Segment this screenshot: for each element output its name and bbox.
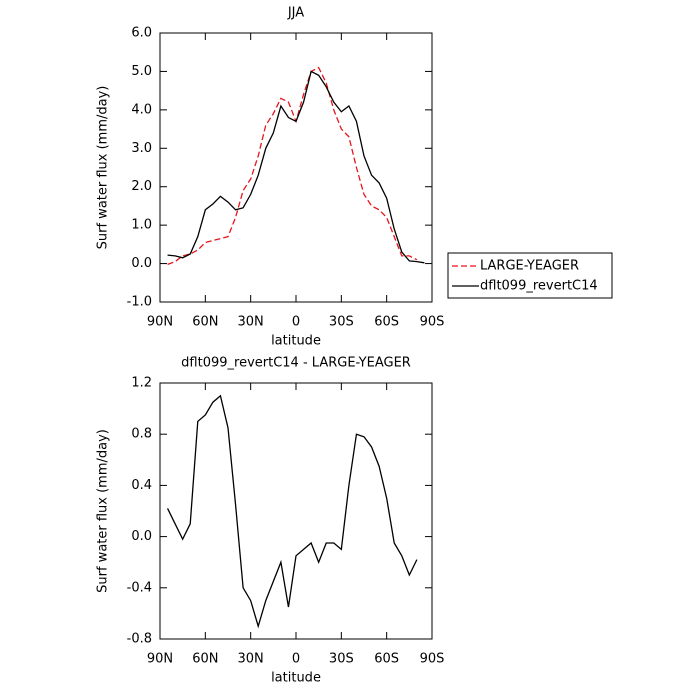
x-axis-label: latitude — [271, 334, 321, 349]
x-tick-label: 90S — [420, 315, 445, 330]
chart-title: JJA — [287, 6, 304, 21]
x-tick-label: 30S — [329, 652, 354, 667]
y-tick-label: -0.4 — [127, 580, 152, 595]
legend-label: LARGE-YEAGER — [480, 259, 579, 274]
y-tick-label: -0.8 — [127, 632, 152, 647]
x-tick-label: 90N — [147, 652, 173, 667]
y-tick-label: 0.0 — [131, 529, 152, 544]
y-axis-label: Surf water flux (mm/day) — [96, 86, 111, 250]
x-tick-label: 90S — [420, 652, 445, 667]
chart-title: dflt099_revertC14 - LARGE-YEAGER — [181, 356, 411, 371]
y-tick-label: 6.0 — [131, 26, 152, 41]
x-tick-label: 0 — [292, 315, 300, 330]
plot-frame — [159, 382, 433, 640]
x-axis-label: latitude — [271, 671, 321, 686]
data-line — [167, 66, 418, 265]
y-tick-label: 2.0 — [131, 179, 152, 194]
y-tick-label: 3.0 — [131, 141, 152, 156]
y-tick-label: 4.0 — [131, 102, 152, 117]
x-tick-label: 60N — [192, 315, 218, 330]
x-tick-label: 60N — [192, 652, 218, 667]
plot-frame — [159, 32, 433, 303]
y-tick-label: 1.0 — [131, 218, 152, 233]
x-tick-label: 60S — [374, 652, 399, 667]
data-line — [167, 70, 425, 264]
data-line — [166, 394, 418, 629]
y-tick-label: -1.0 — [127, 295, 152, 310]
y-axis-label: Surf water flux (mm/day) — [96, 429, 111, 593]
y-tick-label: 0.8 — [131, 427, 152, 442]
x-tick-label: 30N — [238, 652, 264, 667]
x-tick-label: 60S — [374, 315, 399, 330]
x-tick-label: 0 — [292, 652, 300, 667]
legend-box — [447, 252, 613, 299]
y-tick-label: 1.2 — [131, 376, 152, 391]
y-tick-label: 0.0 — [131, 256, 152, 271]
legend-label: dflt099_revertC14 — [480, 279, 598, 294]
y-tick-label: 5.0 — [131, 64, 152, 79]
x-tick-label: 30S — [329, 315, 354, 330]
x-tick-label: 90N — [147, 315, 173, 330]
x-tick-label: 30N — [238, 315, 264, 330]
y-tick-label: 0.4 — [131, 478, 152, 493]
